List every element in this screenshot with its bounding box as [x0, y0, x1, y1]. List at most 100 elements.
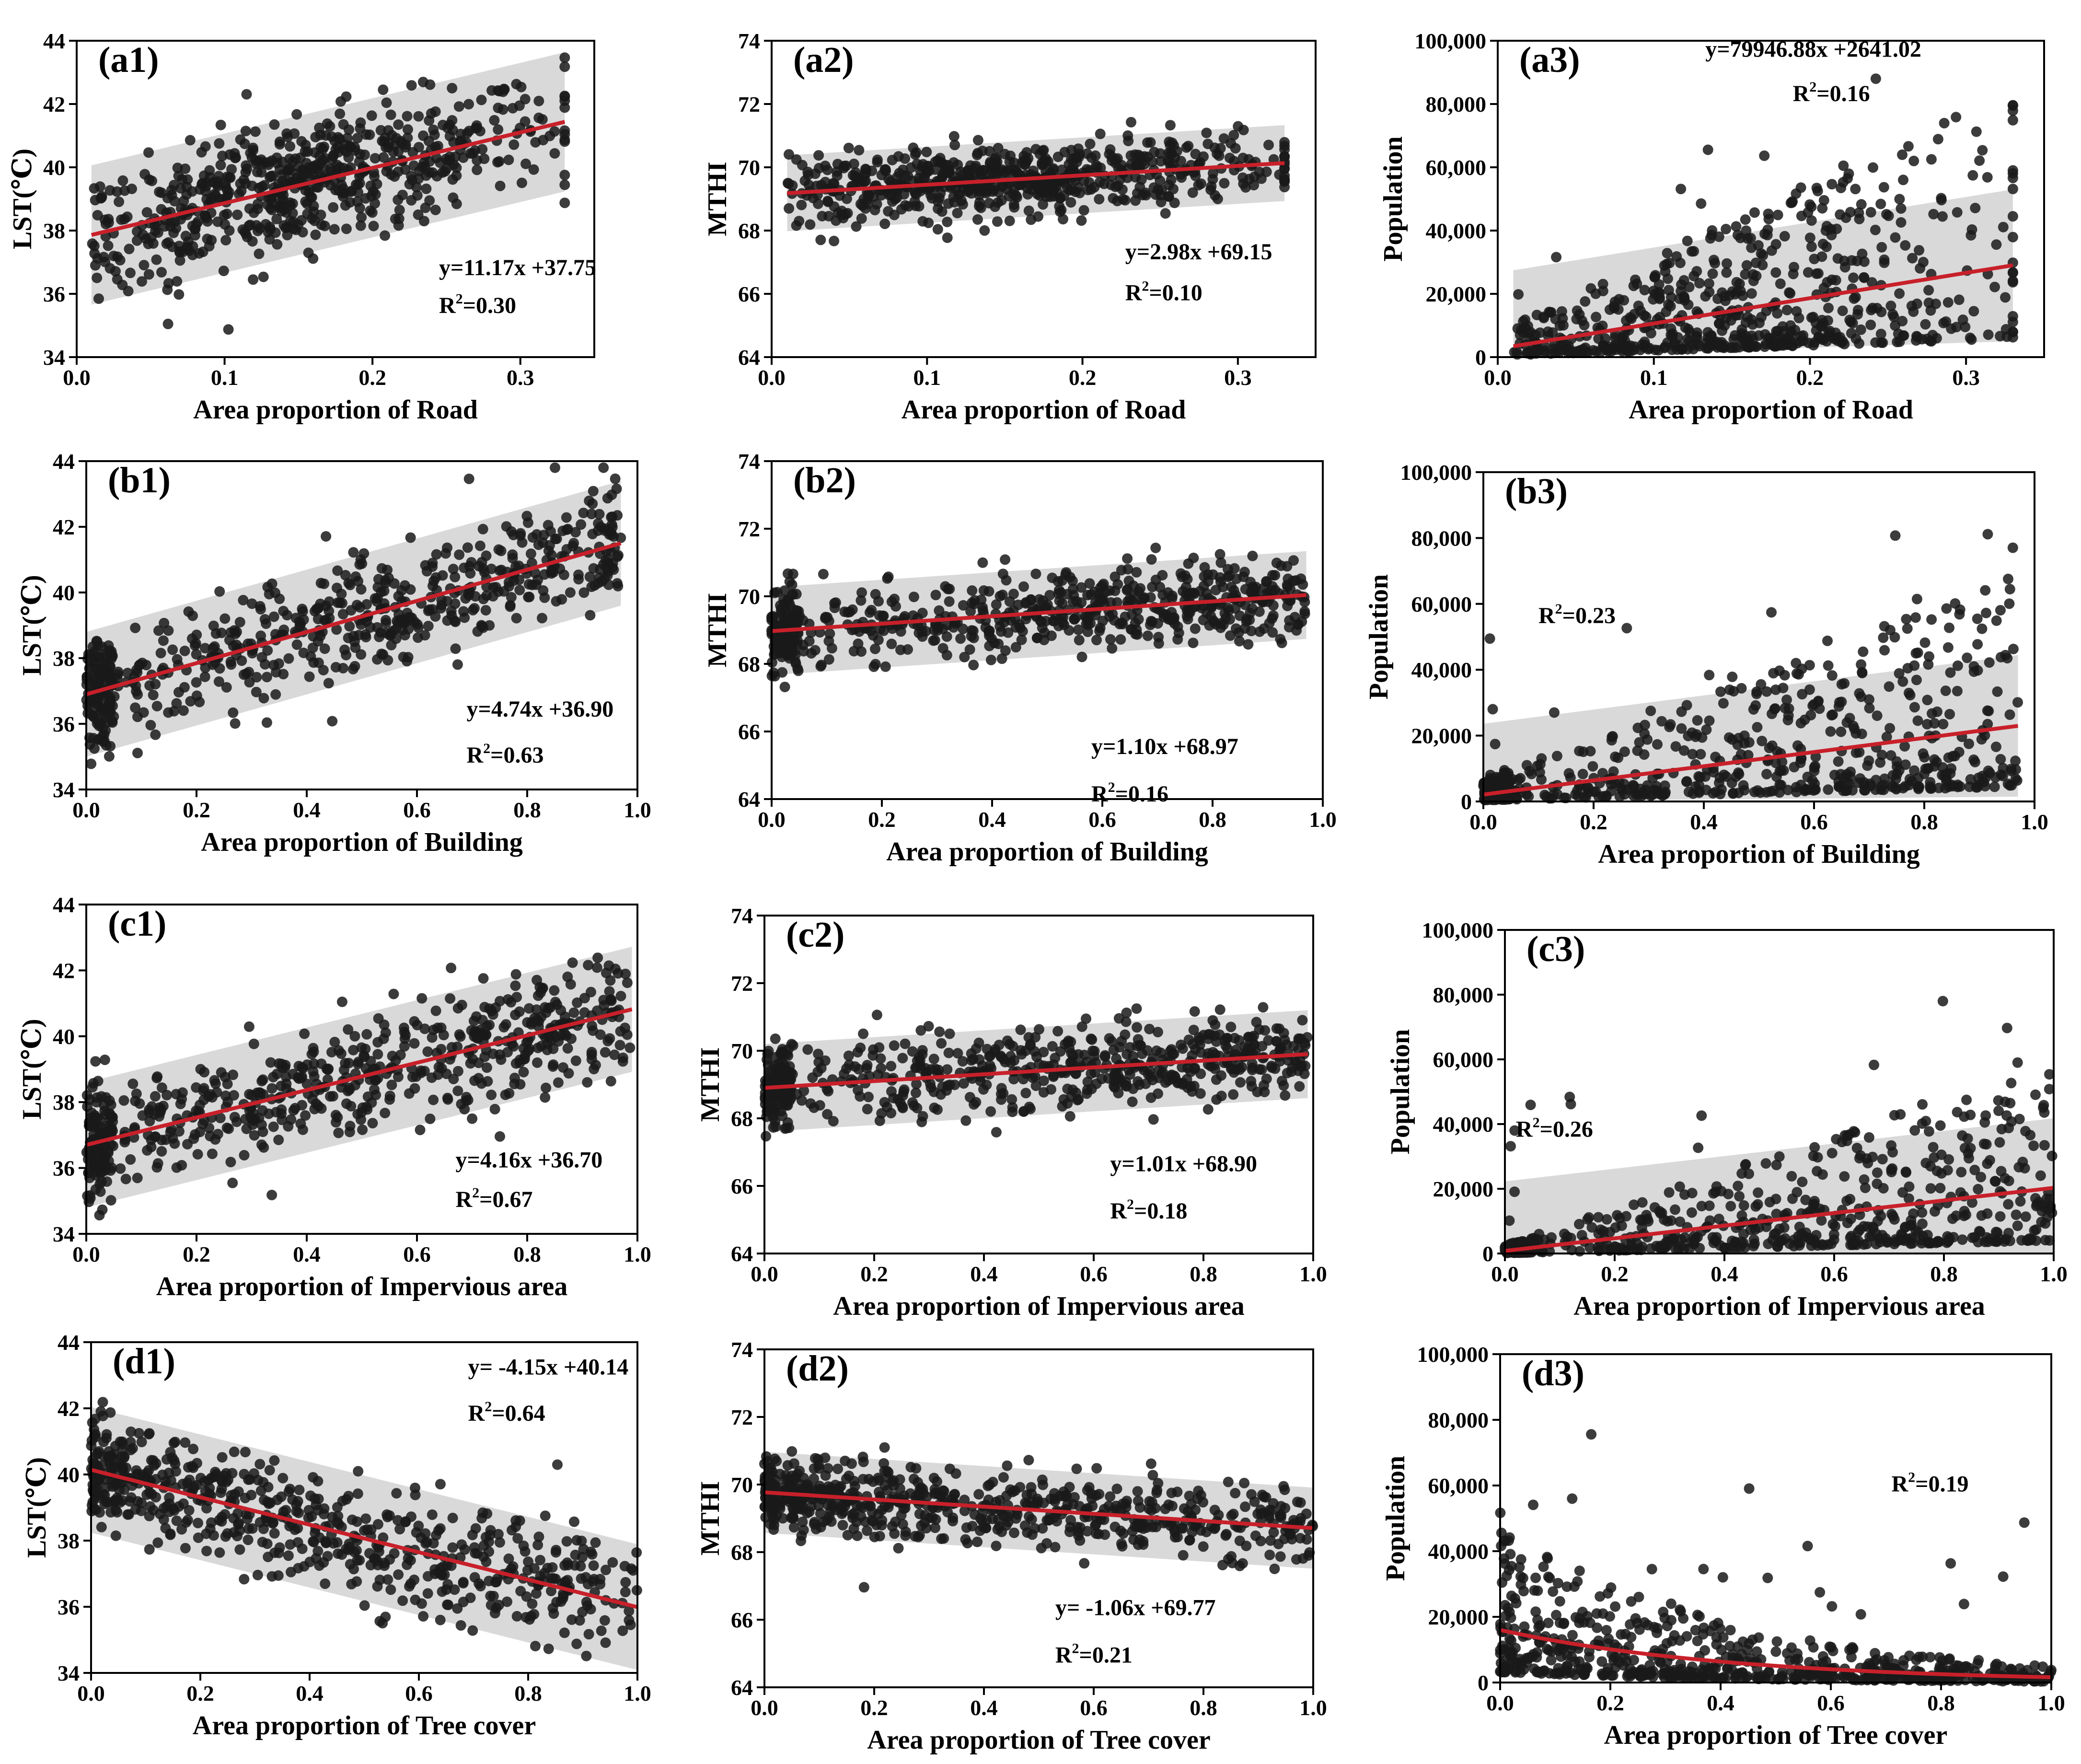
data-point	[1942, 297, 1954, 308]
data-point	[906, 162, 916, 173]
data-point	[559, 170, 570, 181]
data-point	[486, 1006, 497, 1017]
data-point	[247, 236, 258, 247]
data-point	[1056, 164, 1067, 175]
data-point	[241, 1124, 252, 1134]
data-point	[381, 97, 392, 108]
data-point	[1694, 278, 1705, 289]
data-point	[230, 152, 241, 163]
data-point	[402, 111, 413, 122]
data-point	[422, 1046, 433, 1057]
data-point	[1145, 137, 1156, 148]
data-point	[1968, 306, 1979, 317]
data-point	[1792, 740, 1803, 751]
data-point	[952, 208, 963, 219]
data-point	[308, 170, 319, 181]
panel-label: (b2)	[793, 460, 856, 500]
data-point	[335, 597, 346, 608]
data-point	[266, 155, 277, 166]
data-point	[572, 997, 583, 1008]
data-point	[125, 1154, 136, 1165]
data-point	[435, 157, 446, 168]
data-point	[1652, 739, 1663, 750]
data-point	[206, 235, 217, 245]
data-point	[886, 596, 897, 607]
data-point	[1613, 752, 1624, 763]
data-point	[1263, 139, 1274, 151]
data-point	[1885, 750, 1896, 761]
data-point	[1107, 643, 1118, 654]
fit-line	[787, 161, 1285, 196]
data-point	[958, 600, 969, 611]
data-point	[567, 957, 578, 968]
data-point	[438, 119, 448, 130]
data-point	[104, 692, 116, 703]
data-point	[1074, 187, 1085, 198]
data-point	[343, 1024, 354, 1035]
data-point	[413, 111, 424, 122]
data-point	[448, 192, 459, 203]
data-point	[1576, 315, 1587, 326]
y-tick-label: 44	[53, 449, 75, 474]
data-point	[190, 1129, 200, 1140]
data-point	[420, 560, 431, 571]
data-point	[228, 707, 239, 718]
data-point	[1852, 304, 1863, 315]
data-point	[605, 1076, 616, 1087]
data-point	[431, 549, 442, 560]
data-point	[1932, 134, 1943, 145]
data-point	[489, 115, 500, 126]
data-point	[386, 1079, 397, 1091]
data-point	[967, 585, 978, 596]
data-point	[1000, 554, 1011, 565]
data-point	[1676, 723, 1687, 734]
data-point	[523, 579, 534, 590]
data-point	[506, 592, 517, 603]
data-point	[221, 682, 232, 693]
data-point	[1205, 610, 1216, 621]
data-point	[941, 650, 952, 661]
data-point	[1515, 773, 1526, 784]
data-point	[1034, 149, 1045, 160]
data-point	[606, 511, 617, 522]
data-point	[364, 129, 375, 140]
data-point	[372, 581, 383, 592]
data-point	[405, 171, 416, 182]
data-point	[306, 213, 317, 224]
data-point	[1762, 224, 1773, 235]
data-point	[983, 182, 994, 193]
data-point	[1995, 754, 2006, 765]
data-point	[2007, 232, 2018, 243]
data-point	[1724, 684, 1735, 695]
data-point	[338, 119, 349, 130]
data-point	[219, 209, 230, 220]
data-point	[370, 189, 381, 200]
data-point	[264, 589, 275, 600]
data-point	[261, 672, 272, 683]
axes-frame	[76, 40, 595, 358]
x-tick-label: 0.3	[1224, 365, 1252, 390]
data-point	[153, 625, 164, 636]
data-point	[593, 578, 604, 589]
y-tick-label: 20,000	[1411, 724, 1472, 748]
data-point	[610, 473, 621, 484]
data-point	[862, 1103, 873, 1114]
data-point	[452, 1085, 463, 1096]
data-point	[1977, 623, 1988, 634]
data-point	[1155, 148, 1166, 159]
data-point	[271, 213, 282, 224]
data-point	[1701, 724, 1712, 735]
data-point	[481, 1062, 492, 1073]
data-point	[190, 638, 201, 649]
data-point	[366, 110, 377, 121]
data-point	[352, 179, 363, 190]
data-point	[1095, 623, 1106, 633]
data-point	[277, 195, 289, 206]
data-point	[348, 1044, 359, 1056]
y-tick-label: 64	[738, 345, 760, 370]
data-point	[1791, 306, 1802, 317]
data-point	[1085, 618, 1096, 629]
data-point	[428, 1094, 439, 1105]
data-point	[1723, 732, 1734, 743]
data-point	[511, 613, 522, 624]
